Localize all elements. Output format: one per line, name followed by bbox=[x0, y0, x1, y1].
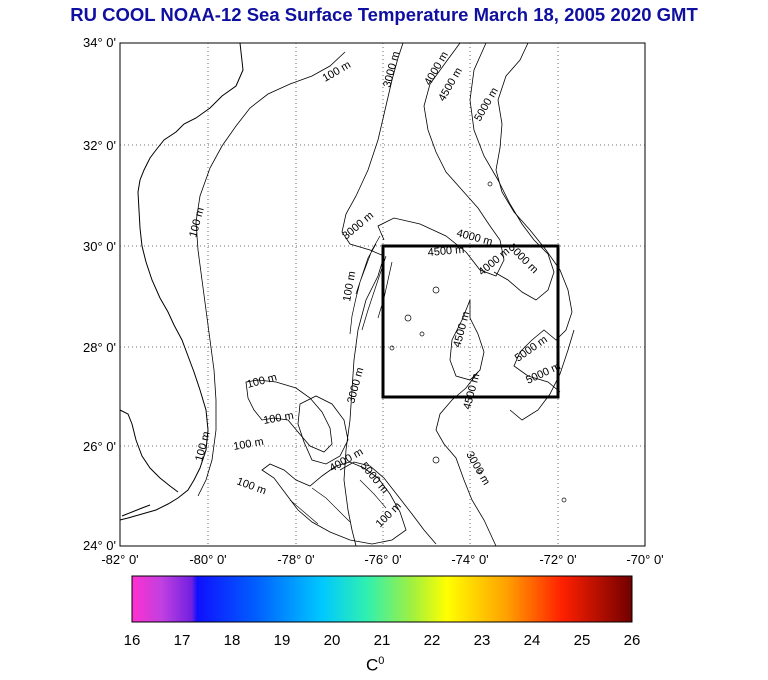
isobath-bahamas-east bbox=[509, 329, 575, 421]
lon-label: -74° 0' bbox=[451, 552, 488, 567]
colorbar-tick: 20 bbox=[323, 632, 341, 649]
colorbar-unit: C0 bbox=[366, 655, 384, 676]
colorbar-tick: 23 bbox=[473, 632, 491, 649]
lon-label: -76° 0' bbox=[364, 552, 401, 567]
isobath-5000m bbox=[495, 42, 573, 393]
depth-label: 100 m bbox=[232, 436, 264, 453]
colorbar-tick: 18 bbox=[223, 632, 241, 649]
colorbar-tick: 16 bbox=[123, 632, 141, 649]
lon-label: -70° 0' bbox=[626, 552, 663, 567]
florida-keys bbox=[121, 504, 151, 517]
bahamas-bank-inner bbox=[289, 479, 387, 525]
lon-label: -82° 0' bbox=[101, 552, 138, 567]
study-area-box bbox=[381, 244, 560, 399]
colorbar-tick: 22 bbox=[423, 632, 441, 649]
colorbar-tick: 24 bbox=[523, 632, 541, 649]
lon-labels: -82° 0' -80° 0' -78° 0' -76° 0' -74° 0' … bbox=[101, 552, 663, 567]
colorbar-unit-base: C bbox=[366, 655, 379, 675]
depth-label: 100 m bbox=[341, 270, 358, 302]
isobath-bahamas-north bbox=[449, 299, 485, 381]
isobath-4000m bbox=[377, 42, 505, 277]
colorbar-tick: 21 bbox=[373, 632, 391, 649]
lon-label: -80° 0' bbox=[189, 552, 226, 567]
bahamas-bank-andros bbox=[261, 461, 407, 545]
colorbar-tick: 17 bbox=[173, 632, 191, 649]
lat-label: 24° 0' bbox=[83, 538, 116, 553]
bahamas-bank-grand bbox=[297, 395, 349, 465]
lat-label: 34° 0' bbox=[83, 35, 116, 50]
lon-label: -72° 0' bbox=[539, 552, 576, 567]
seamounts bbox=[389, 181, 567, 503]
bahamas-bank-little bbox=[245, 379, 333, 453]
depth-label: 4500 m bbox=[427, 244, 465, 259]
colorbar-tick: 19 bbox=[273, 632, 291, 649]
colorbar-unit-sup: 0 bbox=[378, 655, 385, 667]
isobath-4500m bbox=[469, 42, 555, 301]
bahamas-bank-exuma bbox=[339, 461, 437, 545]
map-title: RU COOL NOAA-12 Sea Surface Temperature … bbox=[70, 4, 698, 25]
depth-label: 100 m bbox=[262, 410, 294, 427]
colorbar bbox=[131, 575, 633, 623]
lat-label: 32° 0' bbox=[83, 138, 116, 153]
lat-label: 26° 0' bbox=[83, 439, 116, 454]
isobath-100m bbox=[195, 51, 346, 497]
lat-labels: 34° 0' 32° 0' 30° 0' 28° 0' 26° 0' 24° 0… bbox=[83, 35, 116, 553]
coastline-gulf bbox=[119, 409, 179, 493]
lat-label: 28° 0' bbox=[83, 340, 116, 355]
lat-label: 30° 0' bbox=[83, 239, 116, 254]
lon-label: -78° 0' bbox=[277, 552, 314, 567]
blake-escarpment bbox=[349, 235, 393, 335]
colorbar-tick: 25 bbox=[573, 632, 591, 649]
coastline-us bbox=[119, 42, 244, 521]
colorbar-tick: 26 bbox=[623, 632, 641, 649]
